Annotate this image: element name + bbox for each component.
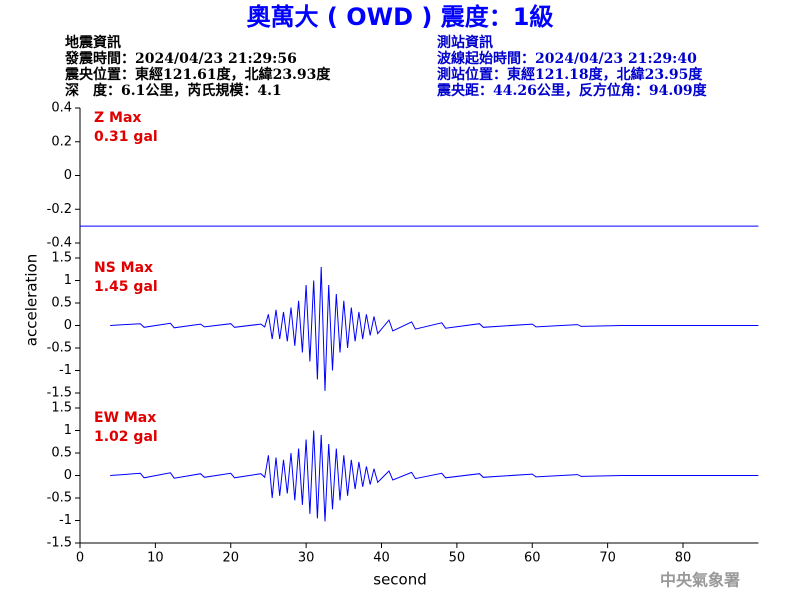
y-axis-label: acceleration	[23, 254, 41, 346]
y-tick-label: 0	[64, 468, 72, 483]
y-tick-label: -1	[59, 513, 72, 528]
x-tick-label: 80	[675, 551, 692, 566]
station-info-right: 震央距：44.26公里，反方位角：94.09度	[436, 82, 708, 99]
footer: 中央氣象署	[660, 571, 740, 590]
y-tick-label: 1.5	[51, 251, 72, 266]
y-tick-label: -0.4	[47, 236, 72, 251]
y-tick-label: 0	[64, 168, 72, 183]
y-tick-label: -0.5	[47, 491, 72, 506]
y-tick-label: 1.5	[51, 401, 72, 416]
station-info-left: 深 度：6.1公里，芮氏規模：4.1	[65, 82, 282, 99]
max-annotation: NS Max	[94, 260, 153, 276]
x-tick-label: 70	[599, 551, 616, 566]
station-info-right: 波線起始時間：2024/04/23 21:29:40	[437, 50, 697, 67]
y-tick-label: 0	[64, 318, 72, 333]
max-annotation: 1.45 gal	[94, 279, 158, 295]
station-info-left: 發震時間：2024/04/23 21:29:56	[64, 50, 297, 67]
y-tick-label: -0.2	[47, 202, 72, 217]
x-tick-label: 60	[524, 551, 541, 566]
station-info-left: 地震資訊	[65, 34, 121, 51]
y-tick-label: 0.5	[51, 296, 72, 311]
x-tick-label: 50	[449, 551, 466, 566]
y-tick-label: -0.5	[47, 341, 72, 356]
x-tick-label: 0	[76, 551, 84, 566]
max-annotation: EW Max	[94, 410, 156, 426]
x-tick-label: 20	[222, 551, 239, 566]
max-annotation: 1.02 gal	[94, 429, 158, 445]
y-tick-label: 1	[64, 423, 72, 438]
y-tick-label: -1.5	[47, 536, 72, 551]
waveform	[110, 430, 759, 522]
max-annotation: 0.31 gal	[94, 129, 158, 145]
y-tick-label: 0.4	[51, 101, 72, 116]
y-tick-label: -1.5	[47, 386, 72, 401]
x-tick-label: 10	[147, 551, 164, 566]
station-info-right: 測站位置：東經121.18度，北緯23.95度	[437, 66, 703, 83]
y-tick-label: 1	[64, 273, 72, 288]
max-annotation: Z Max	[94, 110, 141, 126]
x-axis-label: second	[373, 571, 427, 589]
station-info-right: 測站資訊	[437, 34, 493, 51]
y-tick-label: -1	[59, 363, 72, 378]
y-tick-label: 0.2	[51, 134, 72, 149]
x-tick-label: 30	[298, 551, 315, 566]
station-info-left: 震央位置：東經121.61度，北緯23.93度	[64, 66, 331, 83]
waveform	[110, 266, 759, 391]
x-tick-label: 40	[373, 551, 390, 566]
y-tick-label: 0.5	[51, 446, 72, 461]
title: 奧萬大 ( OWD ) 震度：1級	[247, 3, 554, 31]
